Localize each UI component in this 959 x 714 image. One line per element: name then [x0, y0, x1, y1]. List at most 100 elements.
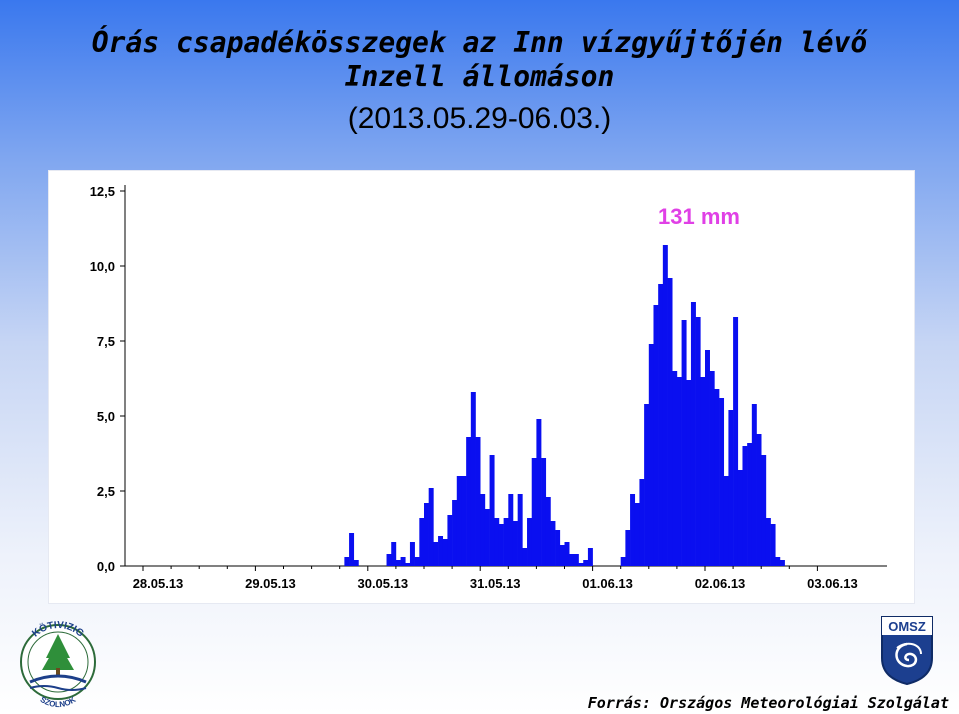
bar	[512, 521, 518, 566]
y-tick-label: 10,0	[90, 259, 115, 274]
bar	[573, 554, 579, 566]
bar	[550, 521, 556, 566]
bar	[480, 494, 486, 566]
bar	[700, 377, 706, 566]
bar	[489, 455, 495, 566]
bar	[522, 548, 528, 566]
bar	[353, 560, 359, 566]
y-tick-label: 5,0	[97, 409, 115, 424]
tick-labels: 0,0 2,5 5,0 7,5 10,0 12,5 28.05.13 29.05.13 30.0…	[90, 184, 858, 591]
y-tick-label: 12,5	[90, 184, 115, 199]
bar	[409, 542, 415, 566]
bar	[770, 524, 776, 566]
bar	[761, 455, 767, 566]
omsz-logo: OMSZ	[881, 616, 933, 686]
bar	[395, 560, 401, 566]
bar	[419, 518, 425, 566]
bar	[644, 404, 650, 566]
bar	[400, 557, 406, 566]
bar	[405, 563, 411, 566]
bar	[747, 443, 753, 566]
bar	[442, 539, 448, 566]
precipitation-bar-chart: 0,0 2,5 5,0 7,5 10,0 12,5 28.05.13 29.05.13 30.0…	[90, 184, 887, 591]
chart-title: Órás csapadékösszegek az Inn vízgyűjtőjé…	[0, 26, 959, 94]
bar	[527, 518, 533, 566]
bar	[779, 560, 785, 566]
title-line-2: Inzell állomáson	[344, 60, 615, 93]
bar	[742, 446, 748, 566]
bar	[517, 494, 523, 566]
bar	[531, 458, 537, 566]
x-tick-label: 28.05.13	[133, 576, 184, 591]
bar	[719, 398, 725, 566]
bar	[578, 563, 584, 566]
x-tick-label: 30.05.13	[357, 576, 408, 591]
bar	[625, 530, 631, 566]
x-tick-label: 03.06.13	[807, 576, 858, 591]
chart-panel: 0,0 2,5 5,0 7,5 10,0 12,5 28.05.13 29.05.13 30.0…	[49, 171, 914, 603]
x-tick-label: 02.06.13	[695, 576, 746, 591]
bar	[662, 245, 668, 566]
bar	[344, 557, 350, 566]
bar	[630, 494, 636, 566]
bar	[386, 554, 392, 566]
y-tick-label: 7,5	[97, 334, 115, 349]
bar	[545, 497, 551, 566]
logo-right-text: OMSZ	[888, 619, 926, 634]
bar	[705, 350, 710, 566]
bar	[737, 470, 743, 566]
x-tick-label: 31.05.13	[470, 576, 521, 591]
kotivizig-logo: KÖTIVIZIG SZOLNOK	[20, 620, 96, 709]
bar	[765, 518, 771, 566]
axes	[120, 185, 887, 571]
bar	[391, 542, 397, 566]
bar	[456, 476, 462, 566]
bar	[559, 545, 565, 566]
x-tick-label: 29.05.13	[245, 576, 296, 591]
bar	[438, 536, 444, 566]
bar	[709, 371, 715, 566]
bar	[433, 542, 439, 566]
bar	[751, 404, 757, 566]
bar	[452, 500, 458, 566]
bar	[587, 548, 593, 566]
bar	[676, 377, 682, 566]
bar	[672, 371, 678, 566]
bar	[428, 488, 434, 566]
x-tick-label: 01.06.13	[582, 576, 633, 591]
bar	[470, 392, 476, 566]
bar	[555, 530, 561, 566]
bar	[620, 557, 626, 566]
bar	[466, 437, 472, 566]
bar	[564, 542, 570, 566]
y-tick-label: 0,0	[97, 559, 115, 574]
bar	[498, 524, 504, 566]
bar	[681, 320, 687, 566]
bar	[349, 533, 355, 566]
bar	[484, 509, 490, 566]
bar	[723, 476, 729, 566]
bar	[583, 560, 589, 566]
bar	[634, 503, 640, 566]
bar	[503, 518, 509, 566]
bar	[541, 458, 547, 566]
title-line-1: Órás csapadékösszegek az Inn vízgyűjtőjé…	[91, 26, 868, 59]
bar	[728, 410, 734, 566]
bar	[536, 419, 542, 566]
bar	[695, 317, 701, 566]
bar	[733, 317, 739, 566]
bar	[653, 305, 659, 566]
bar	[658, 284, 664, 566]
y-tick-label: 2,5	[97, 484, 115, 499]
bar	[714, 389, 720, 566]
bar	[639, 479, 645, 566]
source-credit: Forrás: Országos Meteorológiai Szolgálat	[587, 694, 949, 712]
bar	[775, 557, 781, 566]
bar	[569, 554, 575, 566]
bar	[475, 437, 481, 566]
bar	[690, 302, 696, 566]
total-annotation: 131 mm	[658, 204, 740, 229]
bar	[667, 278, 673, 566]
bar	[461, 476, 467, 566]
chart-subtitle: (2013.05.29-06.03.)	[347, 102, 612, 135]
